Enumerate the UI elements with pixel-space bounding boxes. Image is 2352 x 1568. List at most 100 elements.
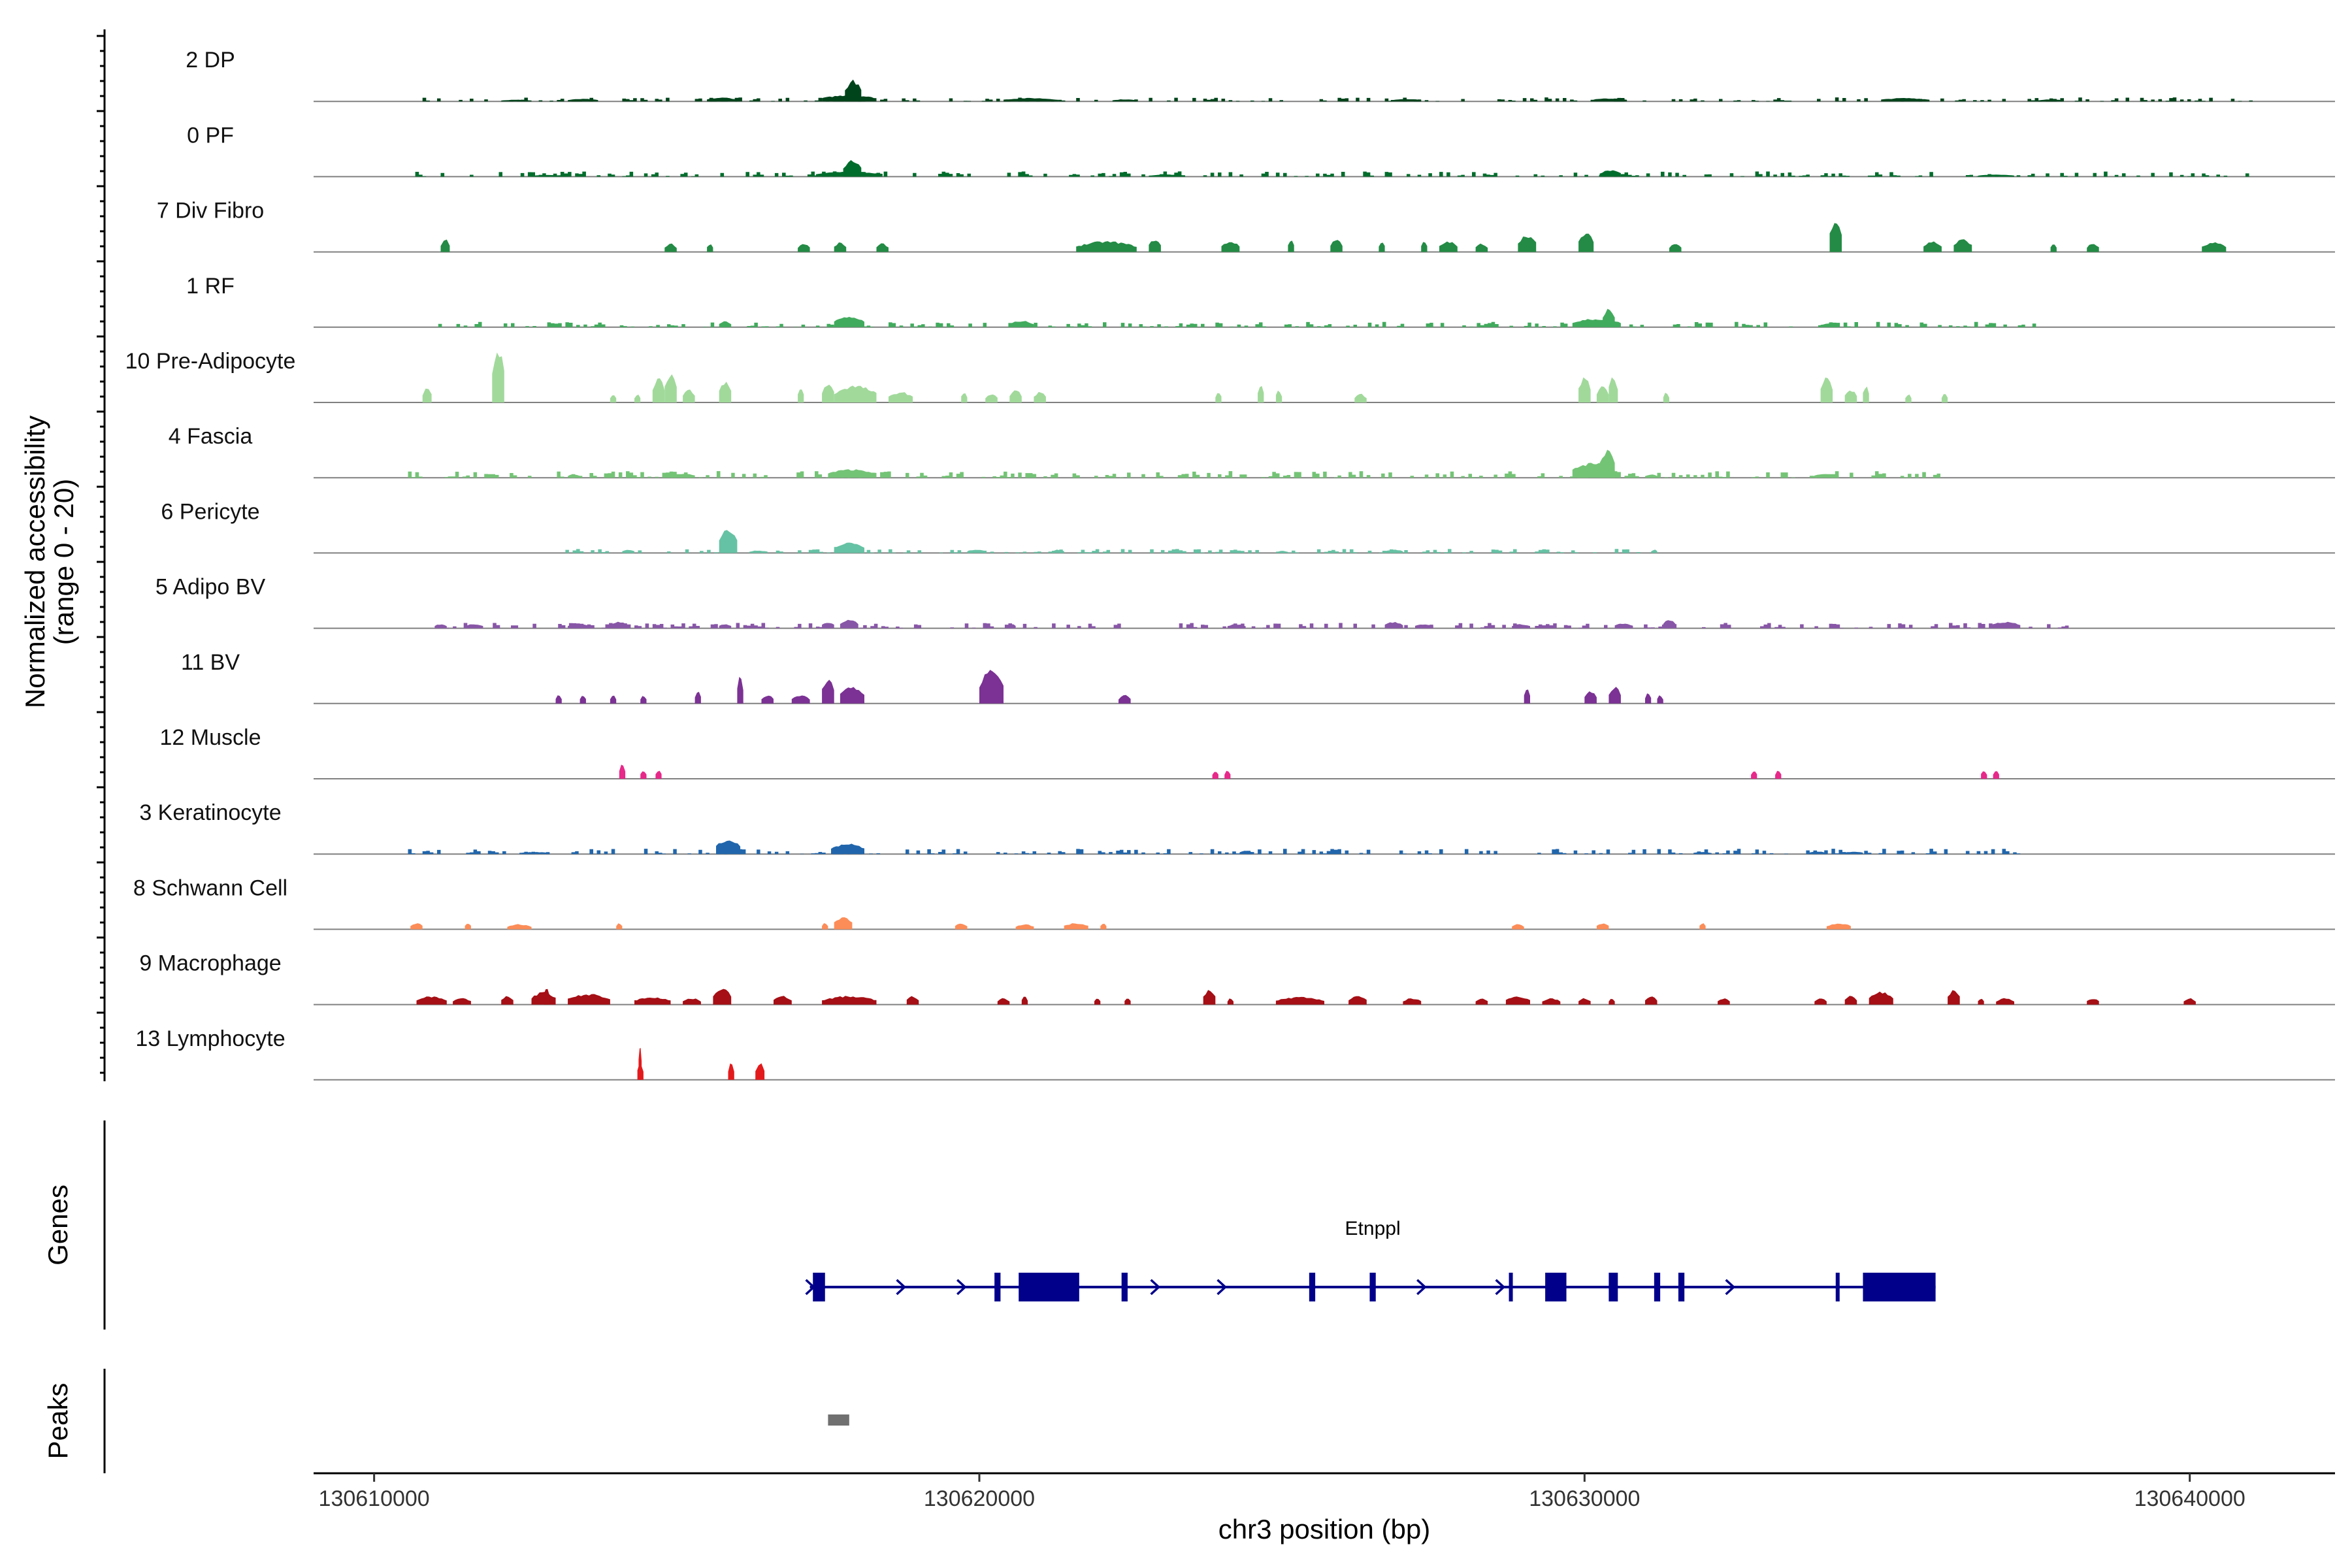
gene-exon	[1835, 1273, 1840, 1301]
track-peak	[655, 770, 662, 779]
track-peak	[1227, 998, 1233, 1005]
strand-arrow	[1217, 1279, 1228, 1296]
track-peak	[652, 378, 665, 402]
track-peak	[1258, 385, 1264, 402]
track-peak	[1518, 237, 1537, 252]
track-peak	[834, 242, 847, 252]
track-peak	[707, 244, 713, 252]
track-peak	[1379, 242, 1385, 252]
track-peak	[2202, 242, 2227, 252]
x-tick-label: 130610000	[319, 1486, 430, 1511]
x-axis-title: chr3 position (bp)	[1218, 1514, 1431, 1544]
track-peak	[640, 696, 647, 704]
track-peak	[1609, 377, 1618, 402]
track-peak	[465, 624, 483, 629]
track-peak	[1657, 695, 1663, 704]
track-peak	[1149, 240, 1161, 252]
track-peak	[1614, 623, 1633, 629]
track-peak	[1100, 923, 1107, 930]
track-peak	[719, 321, 732, 327]
track-peak	[1808, 851, 1827, 855]
track-peak	[1076, 241, 1137, 252]
track-peak	[1751, 771, 1757, 779]
track-noise	[445, 623, 2069, 629]
track-peak	[1119, 694, 1131, 704]
track-peak	[906, 996, 919, 1005]
track-peak	[1009, 321, 1034, 327]
track-peak	[1993, 771, 1999, 779]
track-peak	[531, 174, 568, 177]
track-noise	[415, 171, 2249, 177]
track-peak	[1948, 990, 1960, 1005]
track-peak	[1863, 386, 1869, 402]
track-peak	[1603, 308, 1615, 327]
track-peak	[840, 687, 864, 704]
track-label: 4 Fascia	[169, 424, 253, 449]
track-peak	[465, 924, 471, 930]
track-label: 13 Lymphocyte	[135, 1026, 285, 1051]
track-peak	[979, 670, 1004, 704]
track-peak	[719, 624, 732, 629]
track-peak	[791, 695, 810, 704]
y-axis-title-line2: (range 0 - 20)	[48, 479, 79, 645]
track-peak	[694, 691, 701, 704]
track-13: 9 Macrophage	[139, 951, 2335, 1005]
strand-arrow	[1495, 1279, 1506, 1296]
track-peak	[1475, 243, 1488, 252]
track-peak	[876, 243, 889, 252]
track-peak	[1239, 851, 1252, 855]
y-axis-ticks	[97, 35, 105, 1074]
track-peak	[1718, 998, 1730, 1005]
track-peak	[501, 99, 532, 102]
gene-exon	[1609, 1273, 1618, 1301]
track-peak	[2183, 998, 2196, 1005]
track-peak	[568, 624, 593, 629]
track-peak	[555, 695, 562, 704]
track-peak	[719, 530, 738, 553]
track-peak	[967, 549, 986, 553]
genes-panel: Etnppl	[805, 1218, 1936, 1301]
track-peak	[670, 474, 695, 478]
track-label: 9 Macrophage	[139, 951, 281, 976]
track-label: 7 Div Fibro	[157, 199, 264, 223]
track-peak	[1542, 998, 1561, 1005]
track-peak	[822, 384, 834, 402]
track-peak	[1009, 390, 1022, 402]
track-6: 4 Fascia	[169, 424, 2335, 479]
track-peak	[416, 996, 447, 1005]
strand-arrow	[896, 1279, 907, 1296]
track-peak	[634, 394, 641, 402]
track-peak	[1645, 996, 1658, 1005]
track-label: 5 Adipo BV	[155, 575, 266, 600]
x-tick-label: 130630000	[1529, 1486, 1640, 1511]
gene-exon	[1121, 1273, 1128, 1301]
track-peak	[798, 389, 804, 402]
track-peak	[1439, 241, 1458, 252]
track-label: 6 Pericyte	[161, 499, 259, 524]
track-peak	[683, 389, 695, 402]
track-peak	[1820, 377, 1833, 402]
track-peak	[1009, 624, 1016, 629]
x-axis-ticks: 130610000 130620000 130630000 130640000	[319, 1473, 2246, 1511]
x-tick-label: 130640000	[2134, 1486, 2246, 1511]
track-peak	[815, 171, 883, 177]
track-peak	[544, 988, 550, 1005]
track-peak	[1881, 98, 1930, 102]
track-peak	[1288, 240, 1294, 252]
track-peak	[1996, 998, 2014, 1005]
track-peak	[997, 998, 1010, 1005]
gene-exon	[1654, 1273, 1661, 1301]
gene-exon	[1545, 1273, 1567, 1301]
track-peak	[580, 696, 586, 704]
track-peak	[1814, 474, 1839, 478]
track-peak	[1512, 924, 1524, 930]
track-11: 3 Keratinocyte	[139, 800, 2335, 855]
track-9: 11 BV	[181, 650, 2335, 704]
track-peak	[961, 393, 968, 402]
track-peak	[1112, 99, 1137, 102]
track-noise	[422, 97, 2253, 102]
strand-arrow	[1725, 1279, 1736, 1296]
track-peak	[1524, 689, 1530, 704]
track-label: 0 PF	[187, 123, 234, 148]
track-peak	[1021, 996, 1028, 1005]
